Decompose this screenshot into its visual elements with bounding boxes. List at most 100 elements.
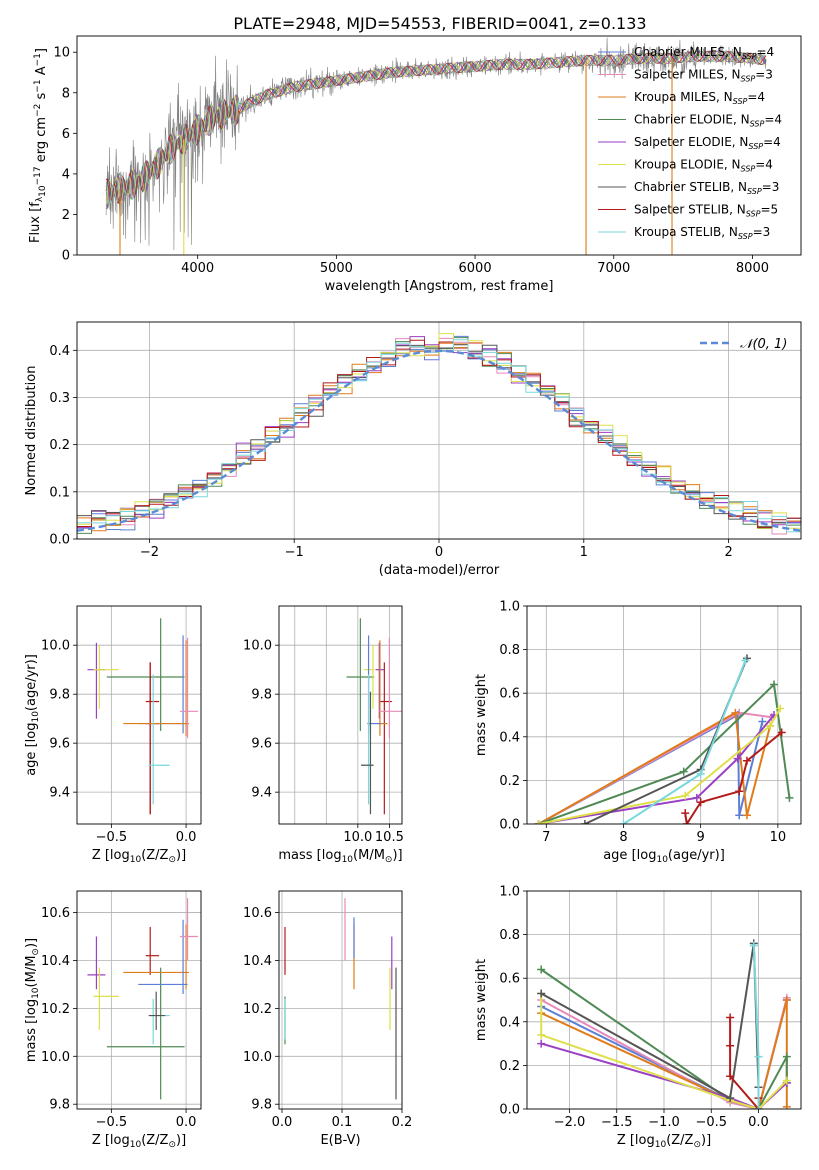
legend-count: =4 xyxy=(755,158,773,172)
x-axis-label-part: mass [log xyxy=(278,848,341,863)
y-axis-label-part: ] xyxy=(34,48,49,53)
x-axis-label-part: 10 xyxy=(130,1140,142,1150)
legend-label: Kroupa STELIB, NSSP=3 xyxy=(634,225,770,241)
y-tick-label: 10.0 xyxy=(243,639,272,654)
residual-histogram-step xyxy=(77,339,801,528)
frame: −0.5 0.09.810.010.210.410.6Z [log10(Z/Z⊙)… xyxy=(24,890,202,1150)
weight-point-marker xyxy=(754,1052,763,1061)
x-tick-label: −0.5 xyxy=(96,830,128,845)
x-axis-label-part: (age/yr)] xyxy=(668,848,725,863)
y-tick-label: 0.2 xyxy=(49,438,70,453)
weight-series-line xyxy=(540,968,788,1109)
y-axis-label-part: (M/M xyxy=(24,956,39,988)
y-tick-label: 10.2 xyxy=(243,1002,272,1017)
legend-name: Chabrier MILES, N xyxy=(634,45,742,59)
x-axis-label-part: )] xyxy=(176,1133,186,1148)
frame: 0.0 0.1 0.2 9.8 10.0 10.2 10.4 10.6 E(B-V) xyxy=(243,890,412,1148)
legend-count: =3 xyxy=(755,68,773,82)
y-tick-label: 0 xyxy=(62,249,70,264)
y-axis-label-part: 10 xyxy=(31,987,41,999)
x-tick-label: 0.0 xyxy=(748,1115,769,1130)
x-tick-label: 0.0 xyxy=(272,1115,293,1130)
legend-label: Salpeter ELODIE, NSSP=4 xyxy=(634,135,781,151)
plot-area xyxy=(87,618,199,815)
y-tick-label: 1.0 xyxy=(499,885,520,900)
y-tick-label: 0.6 xyxy=(499,972,520,987)
x-tick-label: 0.0 xyxy=(176,1115,197,1130)
y-axis-label-part: −2 xyxy=(33,104,43,117)
weight-point-marker xyxy=(537,1030,546,1039)
weight-series-line xyxy=(538,711,772,824)
legend-label: Kroupa ELODIE, NSSP=4 xyxy=(634,158,773,174)
y-tick-label: 9.8 xyxy=(49,688,70,703)
y-axis-label-part: −1 xyxy=(33,53,43,66)
x-tick-label: 7000 xyxy=(597,261,630,276)
y-axis-label-part: 10 xyxy=(38,185,48,197)
y-axis-label-part: )] xyxy=(24,938,39,948)
plot-area xyxy=(77,333,801,535)
x-axis-label-part: ⊙ xyxy=(693,1140,701,1150)
weight-point-marker xyxy=(696,798,705,807)
plot-area xyxy=(284,898,397,1100)
x-axis-label: Z [log10(Z/Z⊙)] xyxy=(92,848,186,865)
weight-point-marker xyxy=(619,820,628,824)
y-tick-label: 10.4 xyxy=(243,954,272,969)
x-axis-label: mass [log10(M/M⊙)] xyxy=(278,848,402,865)
x-tick-label: 4000 xyxy=(181,261,214,276)
y-tick-label: 0.0 xyxy=(499,1103,520,1118)
x-tick-label: −1 xyxy=(285,545,304,560)
y-axis-label-part: ⊙ xyxy=(31,948,41,956)
legend-name: Kroupa MILES, N xyxy=(634,90,733,104)
y-axis-label-part: (age/yr)] xyxy=(24,654,39,711)
weight-point-marker xyxy=(741,656,750,665)
y-axis-label-part: mass [log xyxy=(24,999,39,1062)
axes-frame xyxy=(526,605,802,825)
x-axis-label-part: Z [log xyxy=(617,1133,655,1148)
legend-name: Chabrier ELODIE, N xyxy=(634,113,750,127)
x-axis-label-part: (Z/Z xyxy=(141,1133,168,1148)
x-tick-label: 6000 xyxy=(459,261,492,276)
weight-point-marker xyxy=(726,1041,735,1050)
weight-point-marker xyxy=(754,1105,763,1109)
y-tick-label: 0.3 xyxy=(49,391,70,406)
legend-label: Chabrier ELODIE, NSSP=4 xyxy=(634,113,782,129)
x-axis-label: age [log10(age/yr)] xyxy=(603,848,725,865)
legend-count: =3 xyxy=(753,225,771,239)
weight-point-marker xyxy=(681,809,690,818)
z-mass-panel: −0.5 0.09.810.010.210.410.6Z [log10(Z/Z⊙)… xyxy=(24,890,202,1150)
y-tick-label: 6 xyxy=(62,127,70,142)
x-axis-label-part: age [log xyxy=(603,848,656,863)
legend-sub: SSP xyxy=(738,232,753,241)
legend-name: Kroupa STELIB, N xyxy=(634,225,738,239)
y-tick-label: 0.8 xyxy=(499,643,520,658)
y-axis-label-part: s xyxy=(34,92,49,103)
y-tick-label: 0.4 xyxy=(499,730,520,745)
model-spectrum-line xyxy=(105,50,767,205)
model-spectrum-line xyxy=(105,50,767,205)
x-tick-label: 8 xyxy=(619,830,627,845)
y-tick-label: 0.6 xyxy=(499,687,520,702)
axes-frame xyxy=(76,605,202,825)
axes-frame xyxy=(278,605,403,825)
legend-label: Salpeter STELIB, NSSP=5 xyxy=(634,203,778,219)
x-tick-label: 10 xyxy=(770,830,787,845)
legend-count: =3 xyxy=(762,180,780,194)
y-tick-label: 0.0 xyxy=(49,533,70,548)
y-tick-label: 10.2 xyxy=(41,1002,70,1017)
legend-sub: SSP xyxy=(748,142,763,151)
y-axis-label: mass weight xyxy=(474,959,489,1041)
weight-point-marker xyxy=(735,811,744,820)
weight-point-marker xyxy=(742,756,751,765)
y-tick-label: 9.6 xyxy=(49,737,70,752)
legend-count: =5 xyxy=(760,203,778,217)
x-axis-label: E(B-V) xyxy=(320,1133,360,1148)
y-axis-label-part: age [log xyxy=(24,723,39,776)
z-age-panel: −0.5 0.09.49.69.810.0Z [log10(Z/Z⊙)]age [… xyxy=(24,605,202,865)
weight-point-marker xyxy=(682,820,691,824)
y-tick-label: 10.0 xyxy=(41,1050,70,1065)
y-tick-label: 0.1 xyxy=(49,485,70,500)
y-tick-label: 0.8 xyxy=(499,928,520,943)
residuals-legend: 𝒩(0, 1) xyxy=(700,337,787,352)
